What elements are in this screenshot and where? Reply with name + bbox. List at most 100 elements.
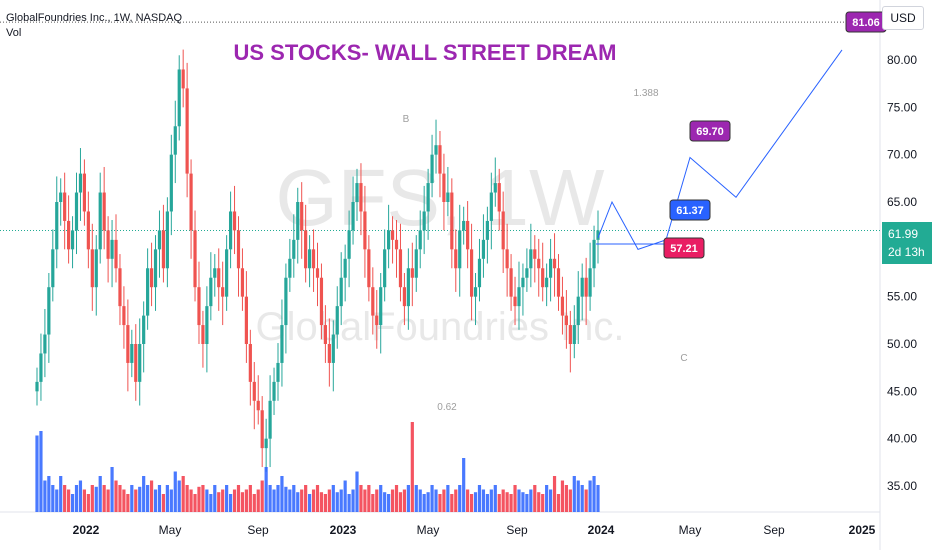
candle-body (537, 258, 541, 269)
candle-body (59, 192, 63, 202)
candle-body (201, 325, 205, 344)
x-tick-label: Sep (763, 523, 785, 537)
candle-body (343, 258, 347, 278)
volume-bar (288, 489, 292, 512)
volume-bar (74, 485, 79, 512)
volume-bar (315, 485, 320, 512)
volume-bar (422, 494, 426, 512)
currency-button[interactable]: USD (882, 6, 924, 30)
volume-bar (462, 458, 466, 512)
volume-bar (189, 489, 193, 512)
volume-bar (438, 494, 442, 512)
volume-bar (55, 489, 59, 512)
volume-bar (296, 492, 300, 512)
volume-bar (126, 494, 130, 512)
projection-path (597, 49, 843, 250)
candle-body (272, 381, 276, 401)
candle-body (402, 287, 407, 307)
candle-body (82, 173, 87, 212)
volume-bar (236, 485, 241, 512)
volume-bar (292, 485, 296, 512)
candle-body (307, 249, 312, 269)
volume-bar (493, 485, 497, 512)
candle-body (576, 296, 580, 326)
y-tick-label: 65.00 (887, 195, 917, 209)
candle-body (177, 69, 181, 127)
candle-body (284, 277, 288, 326)
volume-bar (371, 494, 375, 512)
candle-body (114, 239, 118, 269)
x-tick-label: 2024 (588, 523, 615, 537)
volume-bar (276, 485, 280, 512)
candle-body (244, 296, 248, 344)
candle-body (533, 249, 537, 259)
candle-body (548, 258, 553, 278)
volume-bar (177, 480, 181, 512)
symbol-header[interactable]: GlobalFoundries Inc., 1W, NASDAQ (6, 12, 183, 24)
candle-body (418, 230, 422, 250)
last-price-tag: 61.99 2d 13h (882, 222, 932, 264)
candle-body (387, 230, 391, 250)
candle-body (477, 258, 482, 288)
x-tick-label: 2025 (849, 523, 876, 537)
candle-body (513, 296, 517, 307)
candle-body (315, 268, 320, 278)
volume-bar (485, 494, 489, 512)
volume-bar (521, 492, 525, 512)
volume-bar (307, 494, 312, 512)
volume-bar (426, 492, 430, 512)
volume-bar (173, 471, 177, 512)
volume-bar (110, 467, 114, 512)
candle-body (126, 325, 130, 363)
volume-bar (240, 492, 245, 512)
candle-body (74, 192, 79, 231)
price-label-text: 81.06 (852, 17, 880, 29)
volume-bar (323, 494, 328, 512)
volume-bar (225, 485, 229, 512)
volume-bar (481, 489, 486, 512)
volume-bar (592, 476, 596, 512)
volume-bar (98, 476, 102, 512)
volume-bar (185, 485, 189, 512)
y-tick-label: 50.00 (887, 337, 917, 351)
candle-body (311, 249, 316, 269)
fib-text: B (403, 114, 410, 125)
candle-body (78, 173, 83, 193)
candle-body (541, 268, 545, 288)
volume-bar (584, 489, 588, 512)
volume-indicator-label[interactable]: Vol (6, 27, 22, 39)
volume-bar (59, 476, 63, 512)
volume-bar (473, 492, 478, 512)
volume-bar (568, 489, 572, 512)
candle-body (232, 211, 237, 231)
candle-body (276, 362, 280, 382)
x-tick-label: Sep (506, 523, 528, 537)
candle-body (260, 410, 264, 449)
candle-body (165, 211, 169, 269)
candle-body (351, 202, 355, 231)
volume-bar (434, 489, 438, 512)
price-label-box (669, 199, 711, 221)
candle-body (489, 192, 493, 221)
last-price-value: 61.99 (888, 227, 919, 241)
y-tick-label: 35.00 (887, 479, 917, 493)
candle-body (304, 230, 308, 269)
candle-body (596, 230, 600, 240)
candle-body (102, 192, 106, 231)
volume-bar (351, 489, 355, 512)
volume-bar (355, 471, 359, 512)
volume-bar (90, 485, 94, 512)
candle-body (110, 239, 114, 259)
candle-body (450, 192, 454, 250)
candle-body (442, 173, 446, 202)
volume-bar (181, 476, 185, 512)
candle-body (319, 277, 324, 326)
candle-body (584, 277, 588, 297)
candle-body (509, 268, 513, 297)
fib-text: C (680, 353, 687, 364)
candle-body (406, 268, 410, 307)
candle-body (323, 325, 328, 344)
candle-body (264, 438, 268, 449)
candle-body (90, 249, 94, 288)
